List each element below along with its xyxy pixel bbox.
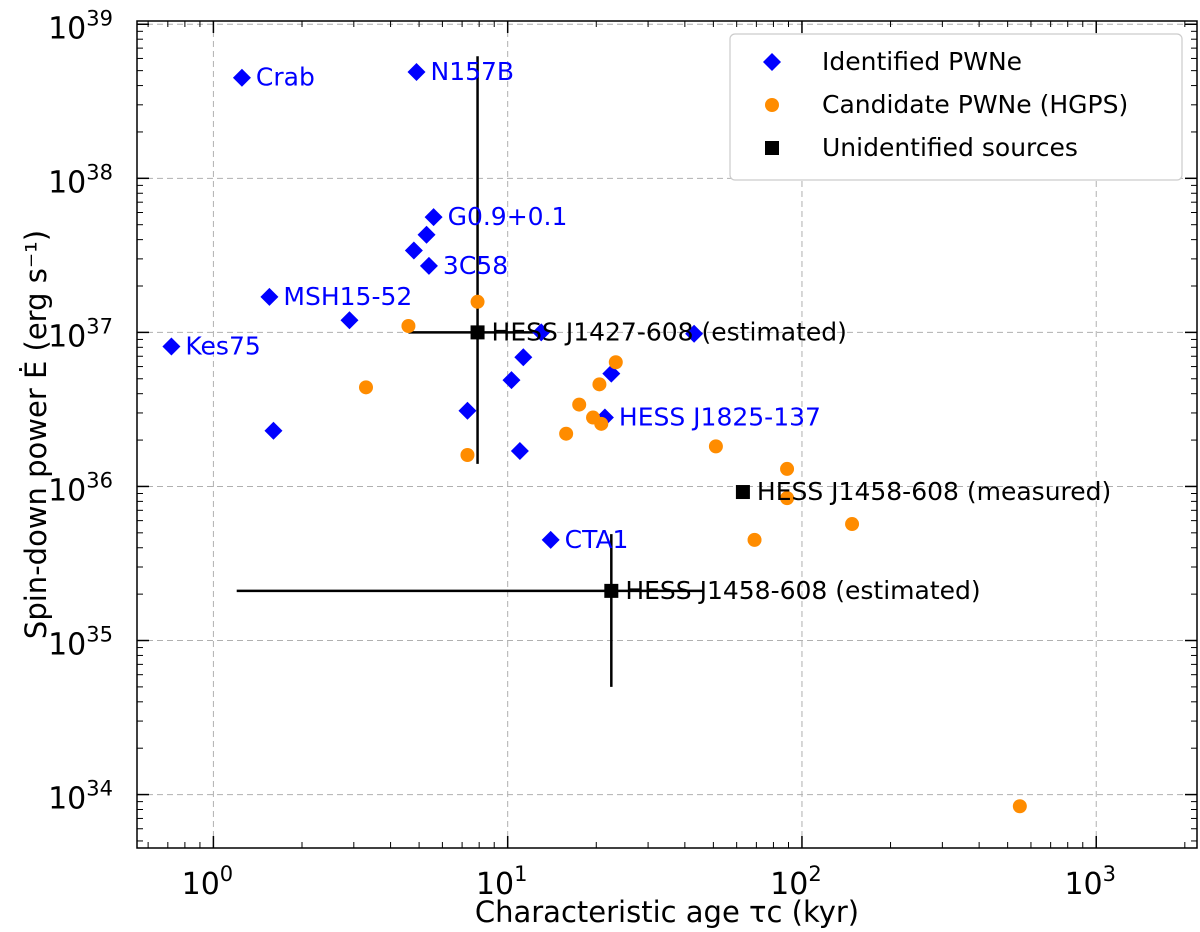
identified-pwn-point — [407, 62, 426, 81]
identified-pwn-point — [340, 311, 359, 330]
candidate-pwn-point — [780, 491, 795, 506]
tick-layer — [137, 21, 1197, 848]
point-label: N157B — [431, 57, 515, 86]
legend-entry-label: Identified PWNe — [822, 47, 1022, 76]
candidate-pwn-point — [358, 380, 373, 395]
identified-pwn-point — [404, 241, 423, 260]
y-axis-title: Spin-down power Ė (erg s⁻¹) — [19, 230, 53, 639]
point-label: Kes75 — [185, 331, 260, 360]
legend-entry-label: Candidate PWNe (HGPS) — [822, 90, 1128, 119]
point-label: Crab — [256, 63, 315, 92]
identified-pwn-point — [162, 337, 181, 356]
identified-pwn-point — [232, 68, 251, 87]
y-tick-label: 1037 — [48, 314, 113, 354]
candidate-pwn-point — [845, 517, 860, 532]
errorbar-layer — [236, 56, 703, 687]
plot-frame — [136, 20, 1198, 849]
candidate-pwn-point — [747, 532, 762, 547]
identified-pwn-point — [510, 441, 529, 460]
legend-marker — [765, 98, 779, 112]
tick-label-layer: 100 101 102 103 1034 1035 1036 1037 1038 1039 — [48, 6, 1116, 902]
unidentified-source-point — [604, 583, 619, 598]
candidate-pwn-point — [594, 416, 609, 431]
identified-pwn-point — [532, 323, 551, 342]
x-axis-title: Characteristic age τc (kyr) — [475, 895, 859, 929]
x-tick-label: 101 — [476, 862, 528, 902]
point-label: CTA1 — [565, 525, 629, 554]
label-layer: Crab N157B G0.9+0.1 3C58 MSH15-52 Kes75 HESS J… — [185, 57, 1111, 605]
point-label: HESS J1458-608 (estimated) — [625, 576, 980, 605]
candidate-pwn-point — [559, 426, 574, 441]
candidate-pwn-point — [460, 448, 475, 463]
identified-pwn-point — [458, 401, 477, 420]
identified-pwn-point — [502, 371, 521, 390]
y-tick-label: 1036 — [48, 468, 113, 508]
y-tick-label: 1034 — [48, 777, 113, 817]
y-tick-label: 1035 — [48, 623, 113, 663]
candidate-pwn-point — [1012, 799, 1027, 814]
candidate-pwn-point — [708, 439, 723, 454]
x-tick-label: 100 — [182, 862, 234, 902]
candidate-pwn-point — [572, 397, 587, 412]
identified-pwn-point — [685, 324, 704, 343]
candidate-pwn-point — [470, 294, 485, 309]
identified-pwn-point — [541, 530, 560, 549]
unidentified-source-point — [735, 485, 750, 500]
identified-pwn-point — [260, 287, 279, 306]
point-layer — [162, 62, 1027, 814]
point-label: MSH15-52 — [283, 282, 412, 311]
point-label: G0.9+0.1 — [448, 202, 568, 231]
candidate-pwn-point — [608, 355, 623, 370]
candidate-pwn-point — [780, 461, 795, 476]
identified-pwn-point — [514, 348, 533, 367]
legend-marker — [763, 53, 781, 71]
legend-box — [729, 33, 1183, 181]
point-label: 3C58 — [443, 251, 508, 280]
identified-pwn-point — [419, 256, 438, 275]
unidentified-source-point — [470, 325, 485, 340]
candidate-pwn-point — [592, 377, 607, 392]
point-label: HESS J1427-608 (estimated) — [492, 317, 847, 346]
point-label: HESS J1458-608 (measured) — [757, 477, 1111, 506]
point-label: HESS J1825-137 — [619, 403, 821, 432]
legend-items: Identified PWNe Candidate PWNe (HGPS) Unid… — [763, 47, 1128, 162]
legend-marker — [765, 141, 779, 155]
y-tick-label: 1039 — [48, 6, 113, 46]
x-tick-label: 102 — [770, 862, 822, 902]
candidate-pwn-point — [401, 319, 416, 334]
identified-pwn-point — [264, 421, 283, 440]
y-tick-label: 1038 — [48, 160, 113, 200]
legend-entry-label: Unidentified sources — [822, 133, 1078, 162]
identified-pwn-point — [424, 208, 443, 227]
x-tick-label: 103 — [1064, 862, 1116, 902]
identified-pwn-point — [417, 225, 436, 244]
legend: Identified PWNe Candidate PWNe (HGPS) Unid… — [729, 33, 1183, 181]
